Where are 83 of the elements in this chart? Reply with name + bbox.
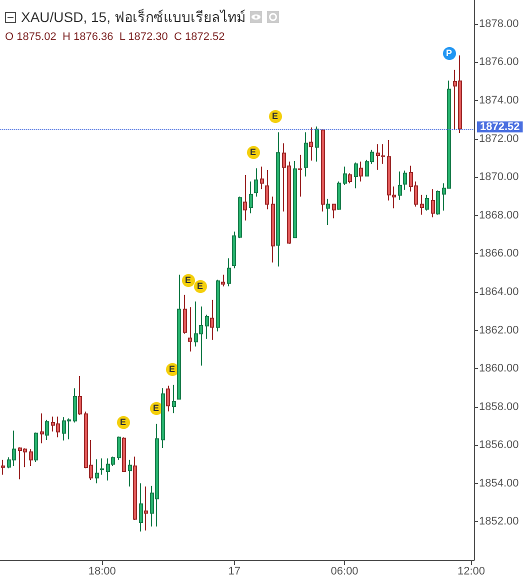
candlestick: [431, 188, 435, 218]
candlestick: [298, 154, 302, 198]
candlestick: [45, 419, 49, 440]
x-tick-label: 18:00: [88, 566, 116, 578]
candlestick: [172, 384, 176, 414]
y-tick-label: 1852.00: [479, 516, 519, 528]
candlestick: [210, 299, 214, 340]
candlestick: [254, 168, 258, 198]
candlestick: [326, 198, 330, 226]
text: O 1875.02 H 1876.36 L 1872.30 C 1872.52: [5, 31, 226, 43]
candlestick: [73, 388, 77, 424]
candlestick: [100, 458, 104, 476]
candlestick: [227, 258, 231, 287]
x-tick-label: 17: [228, 566, 240, 578]
y-tick-label: 1860.00: [479, 362, 519, 375]
candlestick: [354, 162, 358, 189]
candlestick: [128, 459, 132, 487]
y-tick-label: 1866.00: [479, 248, 519, 260]
candlestick: [260, 166, 264, 190]
candlestick: [337, 180, 341, 210]
candlestick: [95, 458, 99, 484]
candlestick: [343, 166, 347, 186]
candlestick: [139, 482, 143, 532]
badge-icon: E: [194, 280, 206, 292]
y-tick-label: 1856.00: [479, 439, 519, 452]
candlestick: [321, 128, 325, 212]
candlestick: [332, 204, 336, 219]
candlestick: [232, 231, 236, 269]
candlestick: [425, 194, 429, 212]
candlestick: [34, 432, 38, 462]
text: XAU/USD, 15, ฟอเร็กซ์แบบเรียลไทม์: [21, 8, 246, 27]
candlestick: [403, 170, 407, 190]
candlestick: [205, 314, 209, 340]
candlestick: [271, 196, 275, 263]
badge-icon: E: [246, 146, 260, 158]
y-tick-label: 1876.00: [479, 56, 519, 68]
badge-icon: E: [182, 274, 194, 286]
badge-icon: E: [268, 110, 282, 122]
candlestick: [29, 448, 33, 466]
y-tick-label: 1854.00: [479, 477, 519, 490]
candlestick: [238, 196, 242, 239]
y-tick-label: 1862.00: [479, 324, 519, 336]
badge-icon: E: [116, 416, 130, 428]
candlestick: [40, 412, 44, 444]
ref-line-label: 1872.52: [480, 120, 520, 133]
y-tick-label: 1870.00: [479, 171, 519, 184]
candlestick: [359, 161, 363, 182]
candlestick: [276, 132, 280, 268]
badge-icon: E: [166, 362, 178, 376]
y-tick-label: 1858.00: [479, 400, 519, 413]
candlestick: [293, 160, 297, 239]
candlestick: [304, 132, 308, 178]
candlestick: [122, 436, 126, 472]
candlestick: [398, 171, 402, 200]
candlestick: [183, 294, 187, 334]
badge-icon: P: [442, 46, 456, 60]
candlestick: [78, 376, 82, 416]
candlestick: [166, 385, 170, 412]
y-tick-label: 1872.00: [479, 132, 519, 145]
candlestick: [161, 388, 165, 448]
candlestick: [177, 274, 181, 400]
y-tick-label: 1864.00: [479, 286, 519, 298]
y-tick-label: 1878.00: [479, 18, 519, 30]
candlestick: [216, 279, 220, 332]
candlestick: [436, 190, 440, 216]
candlestick: [265, 170, 269, 210]
candlestick: [420, 194, 424, 216]
x-tick-label: 12:00: [457, 566, 486, 578]
candlestick: [221, 274, 225, 287]
candlestick: [348, 172, 352, 184]
x-tick-label: 06:00: [330, 566, 358, 578]
candlestick: [188, 306, 192, 352]
candlestick: [144, 486, 148, 532]
y-tick-label: 1874.00: [479, 94, 519, 107]
candlestick: [133, 456, 137, 520]
candlestick: [249, 180, 253, 214]
candlestick: [315, 126, 319, 162]
y-tick-label: 1868.00: [479, 209, 519, 222]
candlestick: [117, 436, 121, 460]
candlestick: [1, 459, 5, 476]
candlestick: [243, 174, 247, 222]
badge-icon: E: [150, 402, 162, 414]
candlestick: [309, 126, 313, 162]
